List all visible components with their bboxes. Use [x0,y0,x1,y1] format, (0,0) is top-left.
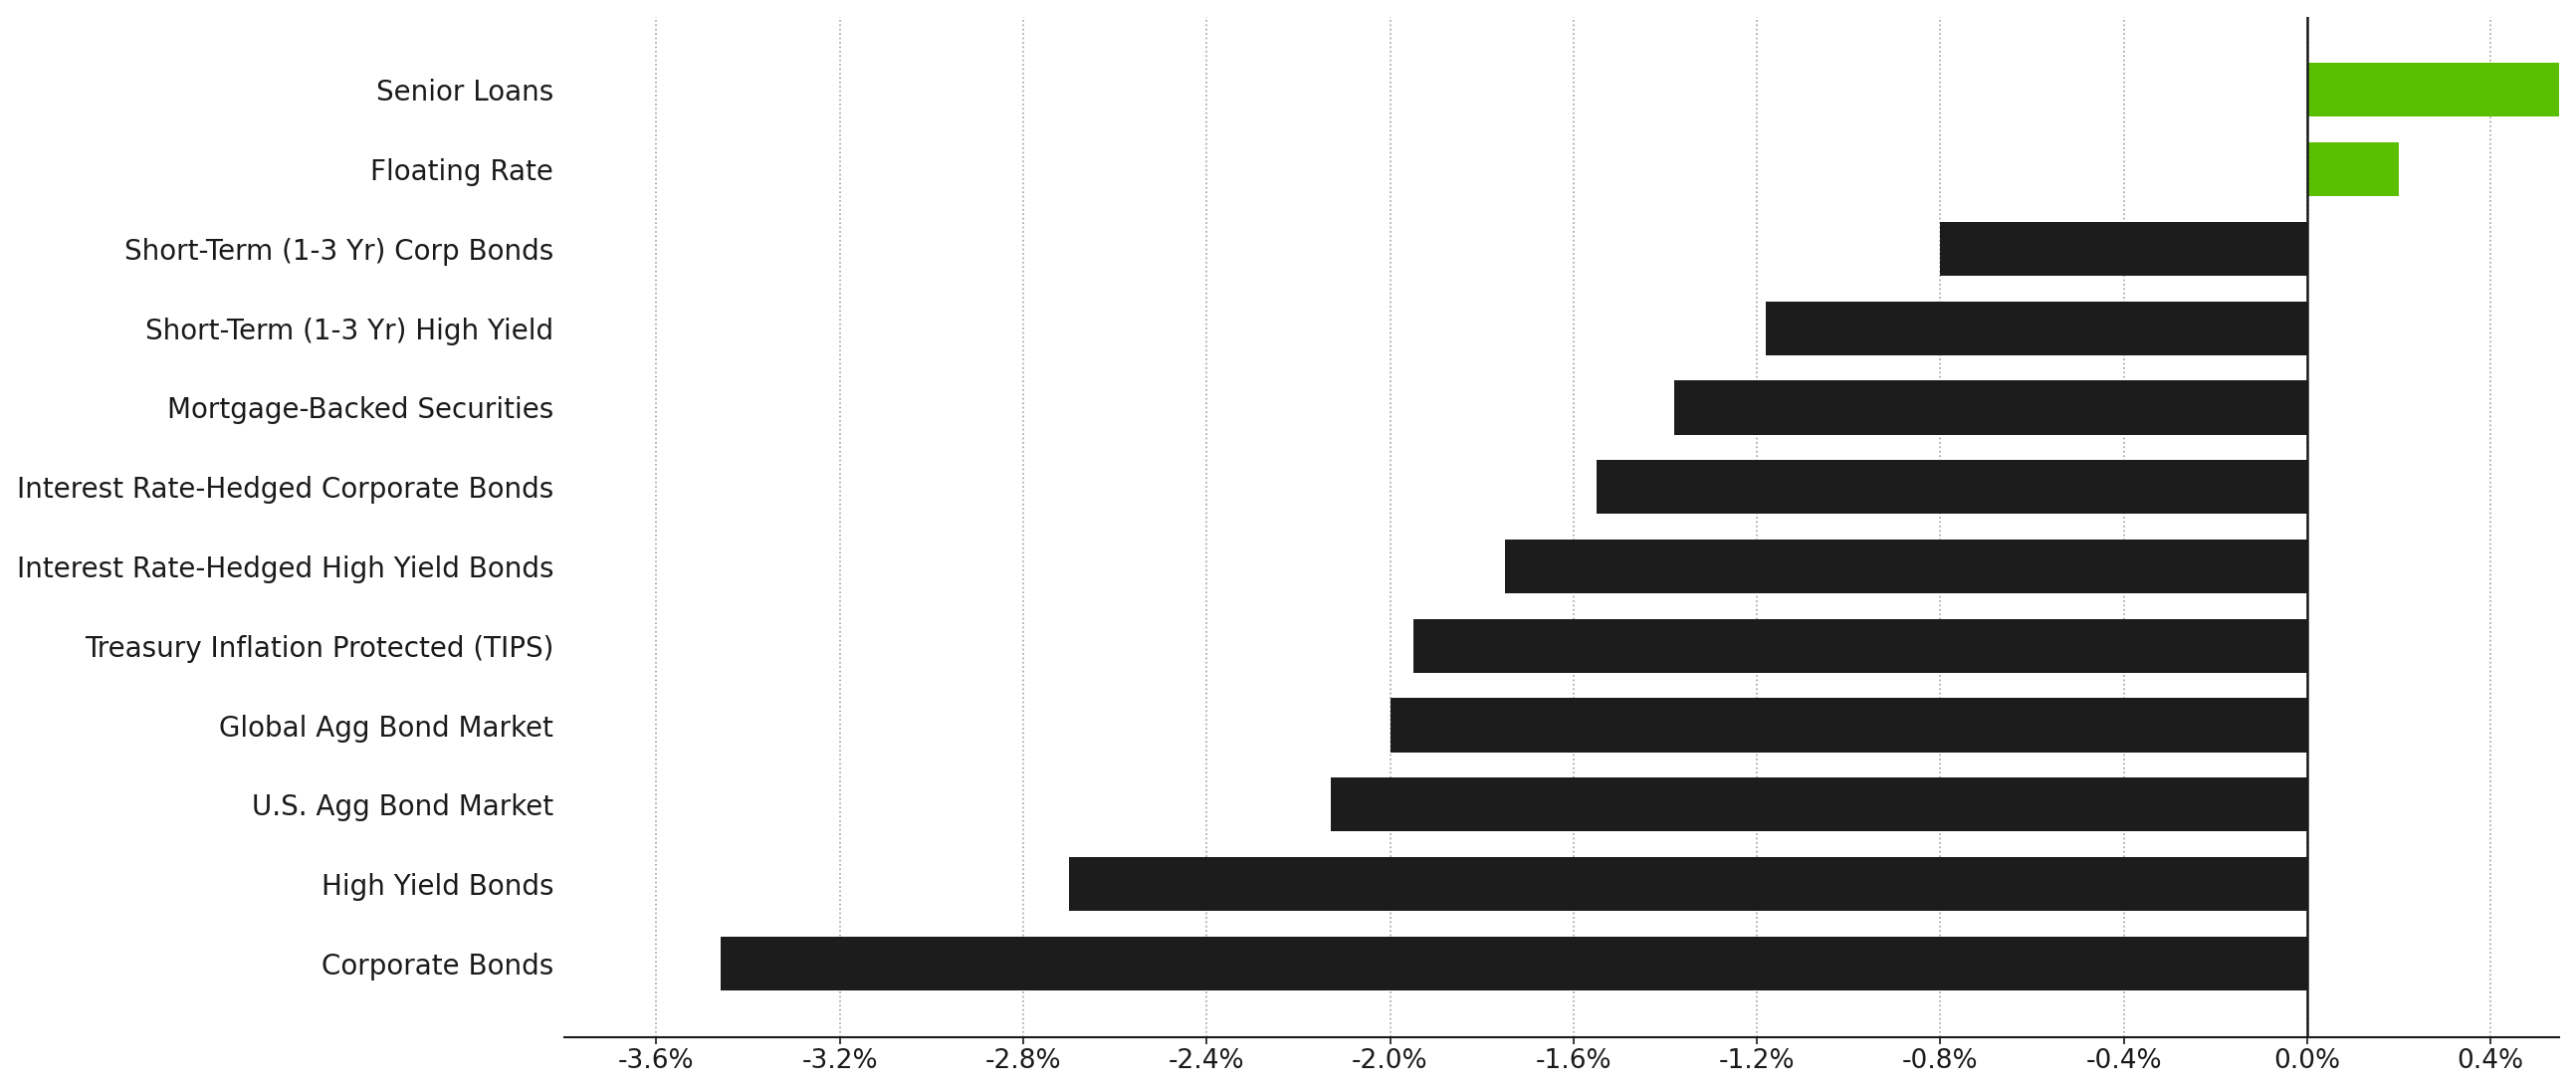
Bar [721,936,2308,991]
Bar [1597,460,2308,514]
Bar [2308,63,2576,117]
Bar [1391,698,2308,752]
Bar [1940,221,2308,276]
Bar [1767,301,2308,356]
Bar [2308,142,2398,196]
Bar [1504,539,2308,594]
Bar [1414,619,2308,673]
Bar [1069,858,2308,911]
Bar [1674,381,2308,434]
Bar [1329,778,2308,831]
